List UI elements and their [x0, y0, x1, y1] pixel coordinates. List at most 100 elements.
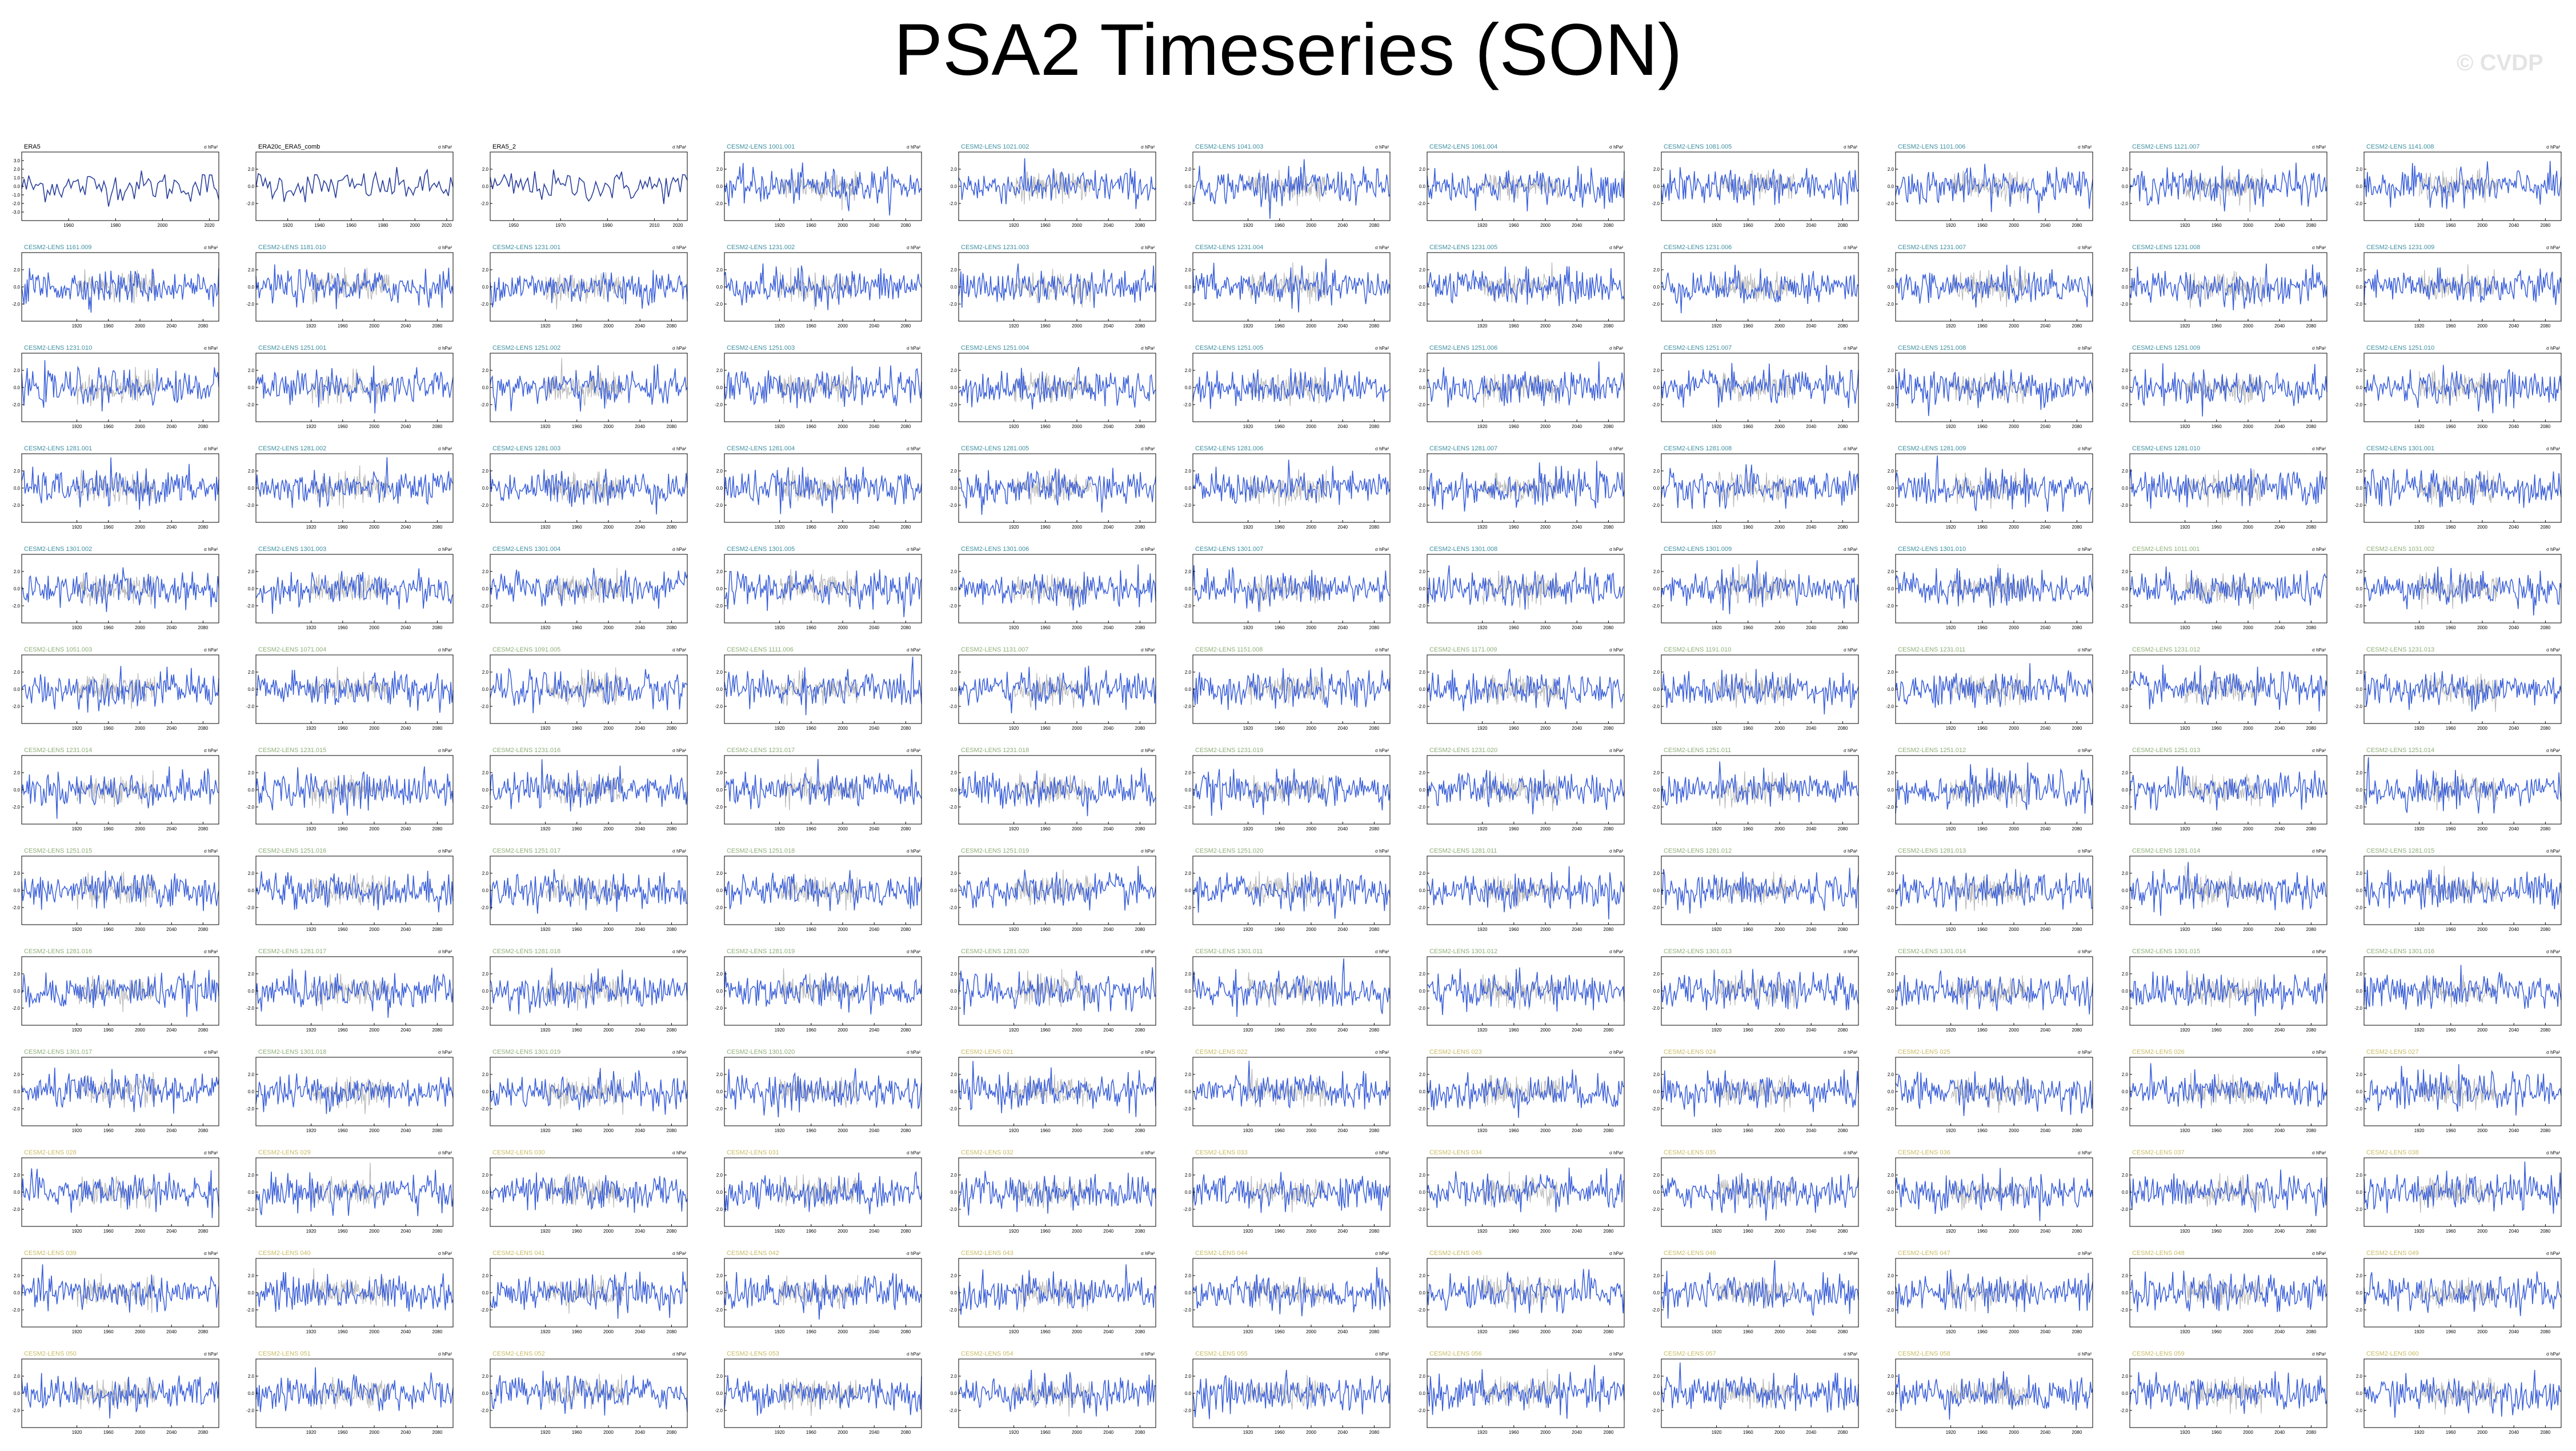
y-tick-label: -2.0	[2354, 805, 2362, 810]
ensemble-spread-line	[2419, 571, 2498, 610]
series-line	[958, 467, 1156, 515]
units-label: σ hPa²	[1844, 748, 1857, 753]
series-line	[490, 169, 688, 204]
x-tick-label: 2040	[635, 323, 645, 329]
series-line	[490, 968, 688, 1014]
y-tick-label: 0.0	[2122, 385, 2129, 390]
series-line	[2363, 161, 2562, 209]
y-tick-label: 2.0	[248, 871, 255, 876]
ensemble-spread-line	[1950, 563, 2030, 605]
x-tick-label: 1920	[1243, 1329, 1253, 1334]
y-tick-label: -2.0	[480, 704, 488, 709]
y-tick-label: 0.0	[1653, 385, 1660, 390]
panel-label: CESM2-LENS 053	[727, 1350, 779, 1357]
series-line	[2363, 1064, 2562, 1116]
y-tick-label: -2.0	[949, 603, 957, 609]
panel-label: CESM2-LENS 1281.017	[258, 948, 326, 955]
y-tick-label: 0.0	[951, 1290, 958, 1296]
x-tick-label: 1960	[1509, 826, 1519, 832]
units-label: σ hPa²	[2078, 1251, 2092, 1256]
y-tick-label: 2.0	[1888, 1072, 1894, 1077]
y-tick-label: 0.0	[716, 687, 723, 692]
y-tick-label: 0.0	[248, 1391, 255, 1396]
x-tick-label: 2000	[2243, 726, 2253, 731]
y-tick-label: 0.0	[2356, 586, 2363, 591]
y-tick-label: 2.0	[248, 1273, 255, 1278]
y-tick-label: -2.0	[480, 603, 488, 609]
panel-label: CESM2-LENS 056	[1429, 1350, 1482, 1357]
series-line	[958, 367, 1156, 410]
y-tick-label: 0.0	[951, 1391, 958, 1396]
y-tick-label: 2.0	[951, 1173, 958, 1178]
y-tick-label: 0.0	[1419, 1190, 1426, 1195]
units-label: σ hPa²	[1141, 145, 1155, 150]
y-tick-label: -2.0	[715, 704, 723, 709]
ensemble-spread-line	[1716, 1174, 1796, 1210]
x-tick-label: 1960	[1509, 1128, 1519, 1133]
series-line	[958, 564, 1156, 611]
series-line	[724, 759, 922, 810]
x-tick-label: 2080	[1604, 625, 1614, 630]
x-tick-label: 2080	[1838, 826, 1848, 832]
y-tick-label: 0.0	[1419, 888, 1426, 893]
x-tick-label: 2040	[400, 726, 411, 731]
plot-frame	[724, 1157, 922, 1227]
y-tick-label: -2.0	[480, 1207, 488, 1212]
y-tick-label: 0.0	[1888, 1290, 1894, 1296]
x-tick-label: 1960	[2446, 625, 2456, 630]
units-label: σ hPa²	[907, 1050, 920, 1055]
series-line	[2363, 869, 2562, 910]
x-tick-label: 2080	[667, 625, 677, 630]
x-tick-label: 1920	[306, 323, 317, 329]
y-tick-label: -2.0	[480, 1308, 488, 1313]
y-tick-label: 2.0	[2356, 1072, 2363, 1077]
ensemble-spread-line	[2185, 866, 2264, 908]
x-tick-label: 1960	[338, 1028, 348, 1033]
y-tick-label: 2.0	[1185, 1374, 1192, 1379]
ensemble-spread-line	[1950, 775, 2030, 808]
y-tick-label: 0.0	[1888, 385, 1894, 390]
x-tick-label: 2000	[1072, 927, 1082, 932]
x-tick-label: 2080	[667, 323, 677, 329]
series-line	[1895, 1269, 2093, 1314]
x-tick-label: 2020	[673, 223, 683, 228]
ensemble-spread-line	[545, 667, 624, 706]
x-tick-label: 2000	[135, 1028, 145, 1033]
x-tick-label: 1920	[1009, 323, 1019, 329]
y-tick-label: -2.0	[12, 704, 20, 709]
x-tick-label: 2040	[1103, 1430, 1113, 1435]
y-tick-label: 2.0	[482, 871, 489, 876]
units-label: σ hPa²	[2312, 849, 2326, 854]
y-tick-label: 0.0	[14, 285, 21, 290]
units-label: σ hPa²	[204, 245, 218, 250]
x-tick-label: 1980	[378, 223, 388, 228]
series-line	[958, 1369, 1156, 1417]
x-tick-label: 1920	[540, 1128, 551, 1133]
x-tick-label: 2000	[838, 1430, 848, 1435]
y-tick-label: -2.0	[12, 302, 20, 307]
y-tick-label: -2.0	[1886, 302, 1894, 307]
ensemble-spread-line	[779, 1174, 859, 1208]
x-tick-label: 2040	[2040, 1028, 2050, 1033]
x-tick-label: 1920	[775, 927, 785, 932]
y-tick-label: 2.0	[1888, 1374, 1894, 1379]
plot-frame	[21, 856, 219, 925]
y-tick-label: 0.0	[2122, 1190, 2129, 1195]
x-tick-label: 2080	[1838, 927, 1848, 932]
x-tick-label: 1920	[72, 1430, 82, 1435]
y-tick-label: 0.0	[716, 1190, 723, 1195]
y-tick-label: 2.0	[2356, 569, 2363, 574]
y-tick-label: 2.0	[14, 469, 21, 474]
panel-label: CESM2-LENS 1301.009	[1664, 546, 1732, 553]
x-tick-label: 2040	[635, 525, 645, 530]
